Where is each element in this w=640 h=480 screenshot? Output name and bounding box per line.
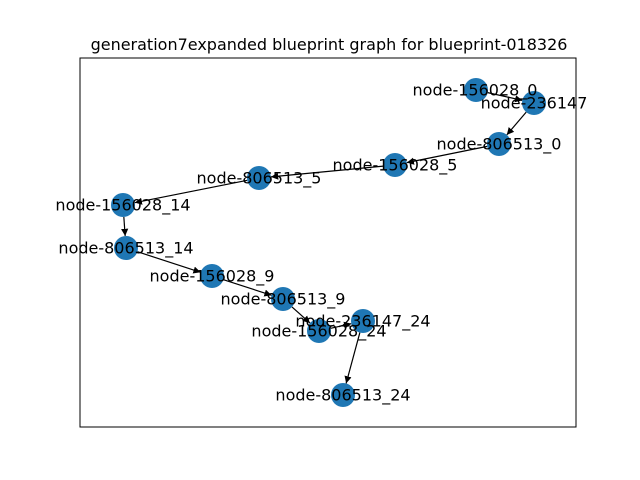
edge-node-236147-to-node-806513_0 [506,111,527,136]
node-label: node-156028_0 [413,81,538,101]
node-node-806513_14[interactable] [114,236,138,260]
edge-node-236147_24-to-node-806513_24 [344,332,361,384]
node-node-806513_9[interactable] [271,287,295,311]
edge-node-156028_5-to-node-806513_5 [270,165,384,180]
node-node-156028_0[interactable] [464,78,488,102]
node-node-156028_5[interactable] [383,153,407,177]
edge-node-156028_14-to-node-806513_14 [121,216,129,237]
labels-layer: node-156028_0node-236147node-806513_0nod… [55,81,587,406]
edge-node-806513_14-to-node-156028_9 [137,251,201,274]
node-label: node-156028_9 [150,267,275,287]
node-node-236147[interactable] [522,91,546,115]
node-node-156028_14[interactable] [111,193,135,217]
node-label: node-156028_5 [333,156,458,176]
node-node-806513_24[interactable] [331,383,355,407]
edge-node-806513_5-to-node-156028_14 [134,179,248,205]
node-label: node-806513_24 [275,386,410,406]
node-label: node-236147_24 [295,312,430,332]
node-node-806513_0[interactable] [487,132,511,156]
node-label: node-156028_24 [251,322,386,342]
nodes-layer [111,78,546,407]
node-label: node-806513_5 [197,169,322,189]
node-node-806513_5[interactable] [247,166,271,190]
node-label: node-806513_9 [221,290,346,310]
node-node-156028_9[interactable] [200,264,224,288]
edge-node-806513_0-to-node-156028_5 [406,145,488,165]
node-label: node-806513_0 [437,135,562,155]
node-label: node-806513_14 [58,239,193,259]
node-label: node-156028_14 [55,196,190,216]
edge-node-806513_9-to-node-156028_24 [291,306,311,324]
node-node-236147_24[interactable] [351,309,375,333]
plot-frame [79,57,577,428]
edge-node-156028_0-to-node-236147 [487,92,523,103]
graph-title: generation7expanded blueprint graph for … [91,35,568,54]
edge-node-156028_24-to-node-236147_24 [330,321,352,329]
edge-node-156028_9-to-node-806513_9 [223,279,272,297]
edges-layer [121,92,527,384]
node-label: node-236147 [481,94,588,113]
node-node-156028_24[interactable] [307,319,331,343]
